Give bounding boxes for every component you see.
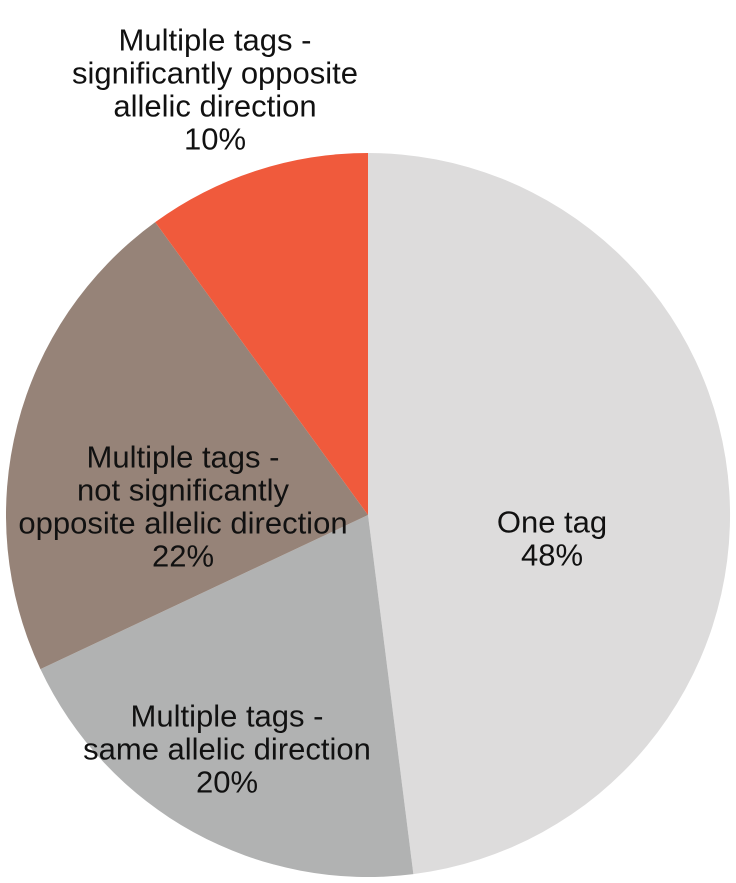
- slice-label-multiple-tags-not-significantly-opposite-allelic-direction: Multiple tags -not significantly opposite…: [18, 439, 347, 573]
- slice-label-line: same allelic direction: [83, 731, 371, 766]
- pie-labels: One tag 48%Multiple tags -same allelic di…: [18, 22, 607, 799]
- slice-label-line: allelic direction: [113, 88, 316, 123]
- slice-label-line: not significantly: [77, 472, 289, 507]
- pie-slice-one-tag: [368, 153, 731, 875]
- slice-percent: 48%: [521, 537, 583, 572]
- slice-label-multiple-tags-same-allelic-direction: Multiple tags -same allelic direction 20%: [83, 698, 371, 799]
- slice-label-line: Multiple tags -: [119, 22, 312, 57]
- slice-percent: 22%: [152, 538, 214, 573]
- slice-percent: 10%: [184, 121, 246, 156]
- slice-label-line: opposite allelic direction: [18, 505, 347, 540]
- slice-label-line: One tag: [497, 504, 607, 539]
- slice-label-line: Multiple tags -: [131, 698, 324, 733]
- pie-slices: [5, 153, 731, 878]
- slice-label-one-tag: One tag 48%: [497, 504, 607, 572]
- pie-slice-multiple-tags-not-significantly-opposite-allelic-direction: [5, 222, 368, 670]
- slice-label-line: significantly opposite: [72, 55, 358, 90]
- slice-percent: 20%: [196, 764, 258, 799]
- slice-label-line: Multiple tags -: [87, 439, 280, 474]
- pie-slice-multiple-tags-significantly-opposite-allelic-direction: [155, 153, 368, 515]
- slice-label-multiple-tags-significantly-opposite-allelic-direction: Multiple tags -significantly opposite all…: [72, 22, 358, 156]
- pie-slice-multiple-tags-same-allelic-direction: [40, 515, 414, 878]
